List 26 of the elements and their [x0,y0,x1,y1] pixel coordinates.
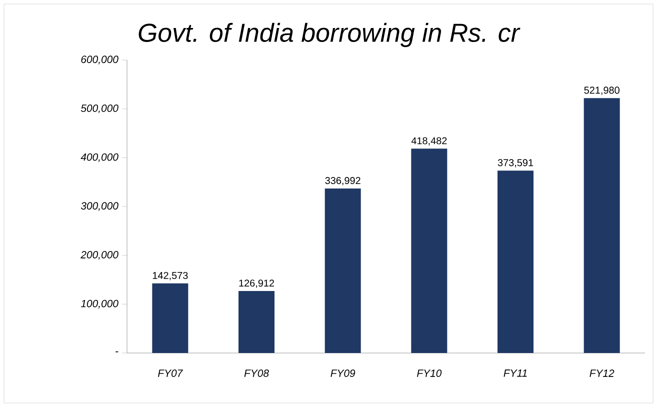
bar [411,148,448,353]
y-tick-label: 200,000 [80,251,118,260]
data-label: 373,591 [498,159,534,168]
x-tick-label: FY08 [244,370,269,377]
x-tick-label: FY11 [504,370,527,377]
y-tick-label: - [116,351,118,352]
data-label: 142,573 [152,272,188,280]
y-tick-label: 500,000 [80,104,118,114]
bar [584,98,620,353]
y-tick-label: 600,000 [81,56,118,64]
x-tick-label: FY07 [158,370,183,377]
x-tick-label: FY12 [590,370,614,377]
bar [498,170,534,353]
bar [152,283,188,353]
y-tick-label: 100,000 [80,300,118,308]
data-label: 126,912 [239,280,274,288]
chart-title: Govt. of India borrowing in Rs. cr [138,22,520,48]
x-tick-label: FY10 [417,370,442,377]
y-tick-label: 400,000 [80,153,118,162]
bar [238,291,275,353]
data-label: 336,992 [325,177,360,186]
data-label: 521,980 [584,86,620,95]
bar [324,188,361,353]
x-tick-label: FY09 [330,370,356,377]
y-tick-label: 300,000 [80,202,118,211]
data-label: 418,482 [411,137,447,146]
